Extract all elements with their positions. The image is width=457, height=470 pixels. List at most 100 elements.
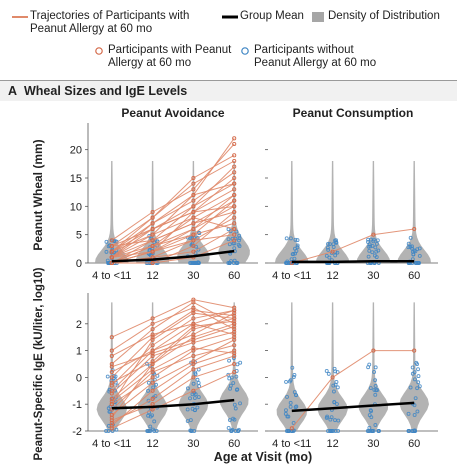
allergic-point: [150, 369, 155, 375]
allergic-trajectory: [111, 331, 235, 394]
non-allergic-point: [375, 388, 380, 392]
non-allergic-point: [226, 425, 231, 430]
density-violin: [178, 302, 209, 431]
allergic-trajectory: [111, 239, 235, 264]
non-allergic-point: [192, 396, 197, 400]
non-allergic-point: [406, 429, 411, 433]
non-allergic-point: [416, 380, 421, 385]
non-allergic-point: [293, 405, 298, 410]
allergic-trajectory: [111, 323, 235, 357]
allergic-point: [191, 198, 196, 203]
allergic-point: [109, 364, 114, 369]
allergic-point: [232, 164, 237, 169]
allergic-trajectory: [111, 339, 235, 416]
non-allergic-point: [227, 418, 232, 422]
allergic-point: [191, 300, 196, 305]
allergic-trajectory: [291, 228, 415, 264]
allergic-point-swatch: [95, 47, 103, 55]
panel-heading: Wheal Sizes and IgE Levels: [23, 84, 188, 98]
non-allergic-point: [327, 242, 332, 247]
allergic-point: [150, 316, 155, 321]
non-allergic-point: [284, 429, 289, 433]
legend-label-with-allergy: Participants with Peanut Allergy at 60 m…: [108, 44, 232, 69]
allergic-point: [150, 327, 155, 332]
allergic-point: [150, 380, 155, 385]
non-allergic-point: [232, 246, 237, 251]
allergic-point: [191, 335, 196, 340]
allergic-point: [109, 380, 114, 385]
x-tick-label: 12: [146, 270, 158, 282]
allergic-trajectory: [111, 183, 235, 258]
allergic-point: [412, 226, 417, 232]
allergic-trajectory: [111, 299, 235, 338]
allergic-point: [232, 353, 237, 359]
non-allergic-point: [193, 370, 198, 375]
allergic-trajectory: [111, 301, 235, 365]
allergic-point: [191, 388, 196, 393]
non-allergic-point: [226, 237, 231, 242]
non-allergic-point: [284, 261, 289, 265]
allergic-point: [191, 361, 196, 367]
non-allergic-point: [367, 425, 372, 430]
x-tick-label: 60: [408, 270, 420, 282]
non-allergic-point: [189, 261, 194, 265]
non-allergic-point: [113, 374, 118, 379]
allergic-point: [232, 153, 237, 158]
allergic-point: [232, 209, 237, 215]
allergic-point: [232, 192, 237, 198]
non-allergic-point: [290, 365, 295, 370]
allergic-point: [150, 335, 155, 340]
allergic-point: [109, 375, 114, 380]
allergic-point: [109, 361, 114, 367]
non-allergic-point: [373, 423, 378, 427]
non-allergic-point: [413, 396, 418, 401]
non-allergic-point: [406, 241, 411, 246]
allergic-trajectory: [111, 309, 235, 392]
x-axis-title: Age at Visit (mo): [214, 450, 312, 464]
allergic-trajectory: [111, 326, 235, 368]
allergic-point: [150, 367, 155, 372]
non-allergic-point: [326, 247, 331, 252]
non-allergic-point: [227, 376, 232, 381]
non-allergic-point: [416, 374, 421, 379]
legend-label-trajectories: Trajectories of Participants with Peanut…: [30, 10, 190, 35]
x-tick-label: 4 to <11: [92, 438, 131, 450]
non-allergic-point: [325, 414, 330, 419]
allergic-trajectory: [111, 166, 235, 247]
non-allergic-point: [104, 429, 109, 433]
allergic-point: [191, 187, 196, 192]
allergic-point: [191, 308, 196, 313]
allergic-trajectory: [111, 154, 235, 253]
allergic-point: [109, 238, 114, 243]
allergic-point: [232, 313, 237, 318]
non-allergic-point: [333, 429, 338, 433]
density-violin: [356, 161, 391, 263]
allergic-point: [109, 423, 114, 428]
non-allergic-point: [375, 238, 380, 243]
x-tick-label: 4 to <11: [272, 270, 311, 282]
non-allergic-point: [196, 395, 201, 400]
non-allergic-point: [188, 396, 192, 401]
non-allergic-point: [410, 244, 414, 249]
non-allergic-point: [335, 250, 340, 255]
allergic-point: [232, 221, 237, 226]
allergic-trajectory: [111, 200, 235, 264]
allergic-point: [232, 204, 237, 209]
allergic-point: [150, 226, 155, 232]
non-allergic-point: [326, 241, 330, 246]
non-allergic-point: [326, 371, 331, 376]
non-allergic-point: [196, 380, 201, 385]
density-violin: [219, 302, 249, 431]
non-allergic-point: [291, 252, 296, 256]
allergic-point: [150, 243, 155, 249]
allergic-point: [150, 321, 155, 326]
allergic-point: [191, 375, 196, 380]
allergic-point: [191, 215, 196, 220]
trajectory-line-swatch: [12, 16, 28, 18]
allergic-point: [191, 316, 196, 321]
allergic-point: [232, 337, 237, 342]
non-allergic-point: [188, 418, 193, 423]
allergic-point: [150, 337, 155, 342]
legend-label-without-allergy: Participants without Peanut Allergy at 6…: [254, 44, 377, 69]
